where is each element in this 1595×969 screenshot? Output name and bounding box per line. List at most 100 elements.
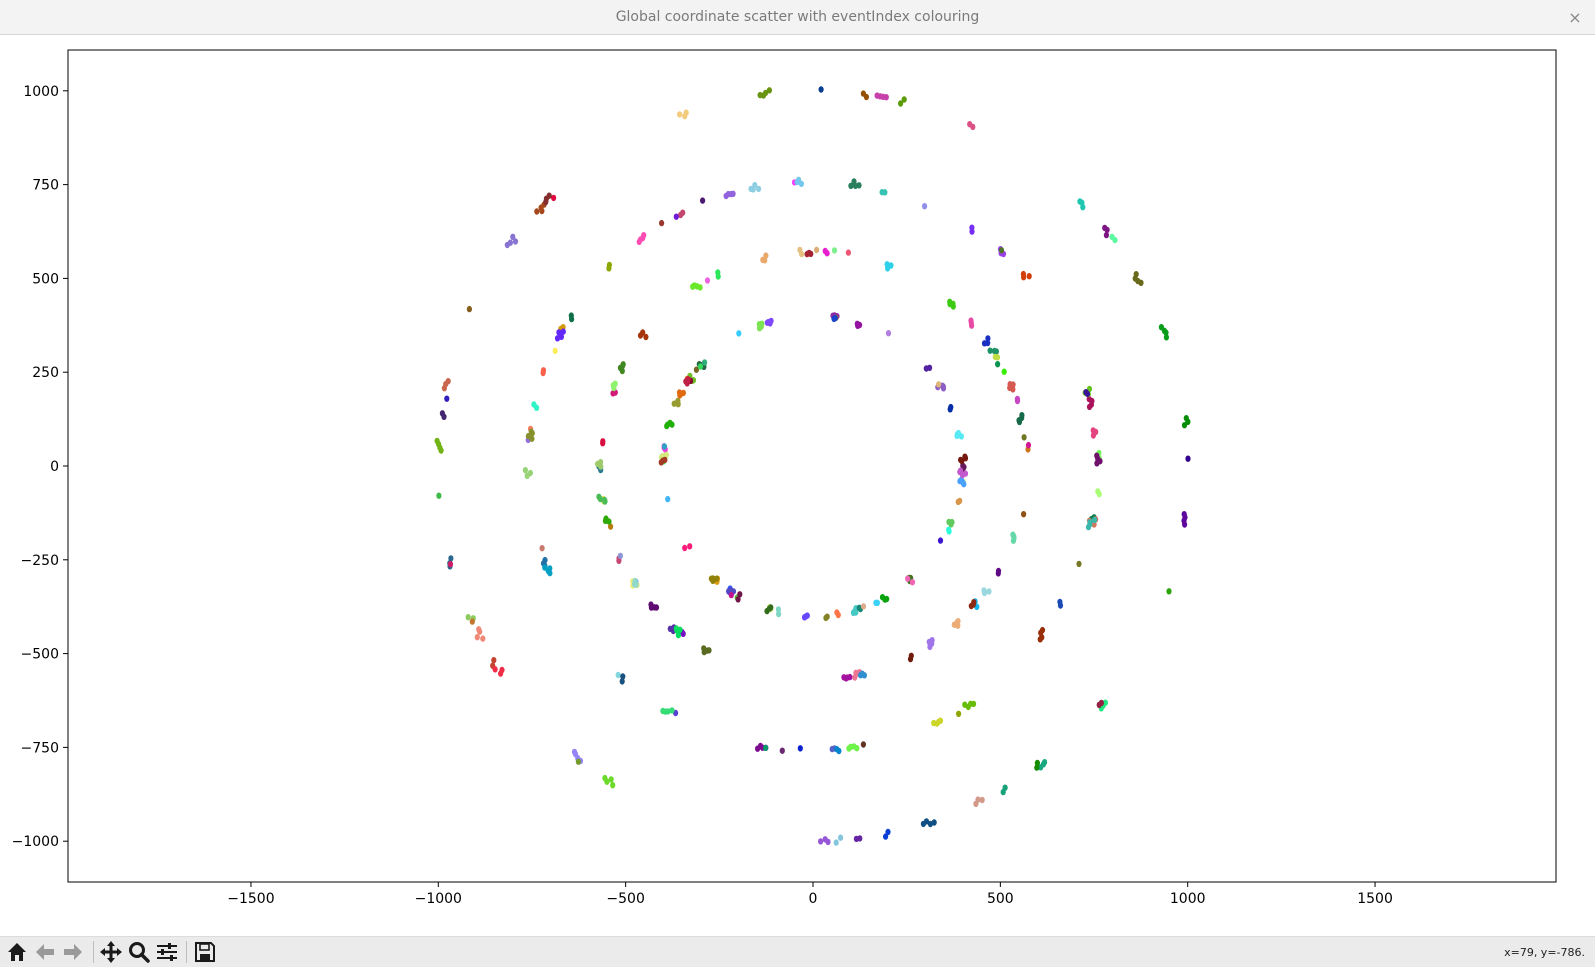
scatter-point (736, 330, 742, 337)
scatter-point (1109, 233, 1115, 241)
scatter-point (723, 192, 729, 200)
scatter-point (1183, 415, 1189, 422)
scatter-point (606, 265, 612, 272)
forward-button[interactable] (60, 939, 86, 965)
scatter-point (661, 443, 668, 450)
scatter-point (598, 463, 604, 470)
scatter-point (956, 710, 962, 717)
scatter-point (885, 330, 892, 337)
scatter-point (664, 422, 670, 430)
scatter-point (929, 637, 935, 644)
pan-button[interactable] (98, 939, 124, 965)
scatter-point (860, 90, 867, 97)
scatter-point (675, 401, 681, 408)
scatter-point (986, 588, 992, 595)
scatter-point (833, 839, 839, 846)
scatter-point (1185, 455, 1191, 462)
scatter-point (659, 219, 665, 227)
scatter-point (492, 666, 498, 673)
scatter-point (633, 581, 639, 588)
scatter-point (797, 745, 803, 752)
y-tick-label: 750 (32, 178, 59, 194)
scatter-point (854, 320, 860, 327)
scatter-point (923, 365, 929, 372)
scatter-point (524, 472, 530, 479)
scatter-point (540, 369, 546, 377)
x-tick-label: 0 (809, 891, 818, 907)
move-icon (100, 941, 122, 963)
scatter-point (1025, 441, 1032, 449)
x-tick-label: −500 (606, 891, 644, 907)
scatter-point (558, 333, 565, 340)
x-tick-label: 1500 (1357, 891, 1393, 907)
scatter-point (669, 707, 675, 714)
scatter-point (438, 447, 444, 454)
y-tick-label: −250 (21, 553, 59, 569)
scatter-point (444, 395, 450, 402)
scatter-point (510, 233, 516, 240)
scatter-point (922, 203, 928, 210)
scatter-point (776, 610, 782, 618)
scatter-point (764, 319, 770, 326)
scatter-point (1090, 427, 1096, 434)
y-tick-label: −1000 (12, 834, 59, 850)
scatter-point (637, 332, 644, 339)
scatter-point (1092, 516, 1098, 524)
scatter-point (735, 596, 741, 603)
x-tick-label: −1000 (415, 891, 462, 907)
navigation-toolbar: x=79, y=-786. (0, 936, 1595, 967)
back-button[interactable] (32, 939, 58, 965)
scatter-point (766, 87, 773, 94)
home-button[interactable] (4, 939, 30, 965)
scatter-point (818, 838, 824, 845)
scatter-point (1083, 389, 1089, 396)
scatter-point (671, 400, 677, 407)
scatter-point (981, 340, 988, 347)
x-tick-label: −1500 (227, 891, 274, 907)
scatter-point (737, 591, 743, 598)
scatter-point (804, 250, 810, 258)
cursor-coordinates: x=79, y=-786. (1504, 946, 1585, 959)
scatter-point (1002, 784, 1008, 791)
scatter-point (760, 256, 766, 263)
configure-subplots-button[interactable] (154, 939, 180, 965)
scatter-point (985, 335, 991, 342)
scatter-point (1103, 231, 1109, 239)
scatter-point (851, 178, 857, 185)
scatter-point (665, 495, 671, 503)
scatter-point (611, 384, 617, 392)
scatter-point (991, 347, 998, 355)
scatter-point (975, 796, 981, 803)
scatter-point (1077, 198, 1083, 205)
close-button[interactable]: × (1568, 8, 1582, 27)
scatter-point (962, 453, 968, 460)
y-tick-label: 1000 (23, 84, 59, 100)
scatter-point (804, 612, 810, 619)
scatter-point (447, 561, 454, 568)
scatter-point (979, 796, 985, 804)
scatter-point (677, 111, 683, 118)
scatter-point (448, 555, 454, 562)
scatter-point (968, 317, 974, 324)
scatter-point (610, 782, 616, 789)
scatter-point (756, 185, 762, 193)
scatter-point (838, 834, 844, 841)
scatter-point (1086, 395, 1092, 403)
scatter-point (477, 628, 483, 635)
y-tick-label: −500 (21, 647, 59, 663)
scatter-point (619, 367, 625, 375)
save-button[interactable] (192, 939, 218, 965)
scatter-point (797, 246, 803, 254)
scatter-point (643, 333, 649, 341)
scatter-point (1098, 699, 1104, 707)
scatter-point (923, 818, 930, 825)
scatter-point (971, 599, 977, 606)
scatter-point (636, 238, 642, 246)
scatter-point (874, 599, 881, 606)
zoom-button[interactable] (126, 939, 152, 965)
plot-canvas[interactable]: −1500 −1000 −500 0 500 1000 1500 −1000 −750 −500 −… (0, 36, 1595, 936)
scatter-point (693, 366, 700, 373)
scatter-point (1039, 626, 1046, 634)
scatter-point (608, 523, 614, 530)
scatter-point (962, 470, 969, 477)
